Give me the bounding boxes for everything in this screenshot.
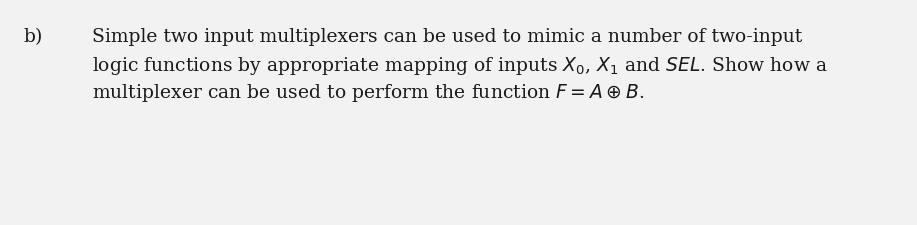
Text: b): b)	[23, 28, 42, 46]
Text: multiplexer can be used to perform the function $F = A \oplus B$.: multiplexer can be used to perform the f…	[92, 81, 644, 104]
Text: Simple two input multiplexers can be used to mimic a number of two-input: Simple two input multiplexers can be use…	[92, 28, 802, 46]
Text: logic functions by appropriate mapping of inputs $X_0$, $X_1$ and $\mathit{SEL}$: logic functions by appropriate mapping o…	[92, 55, 828, 77]
